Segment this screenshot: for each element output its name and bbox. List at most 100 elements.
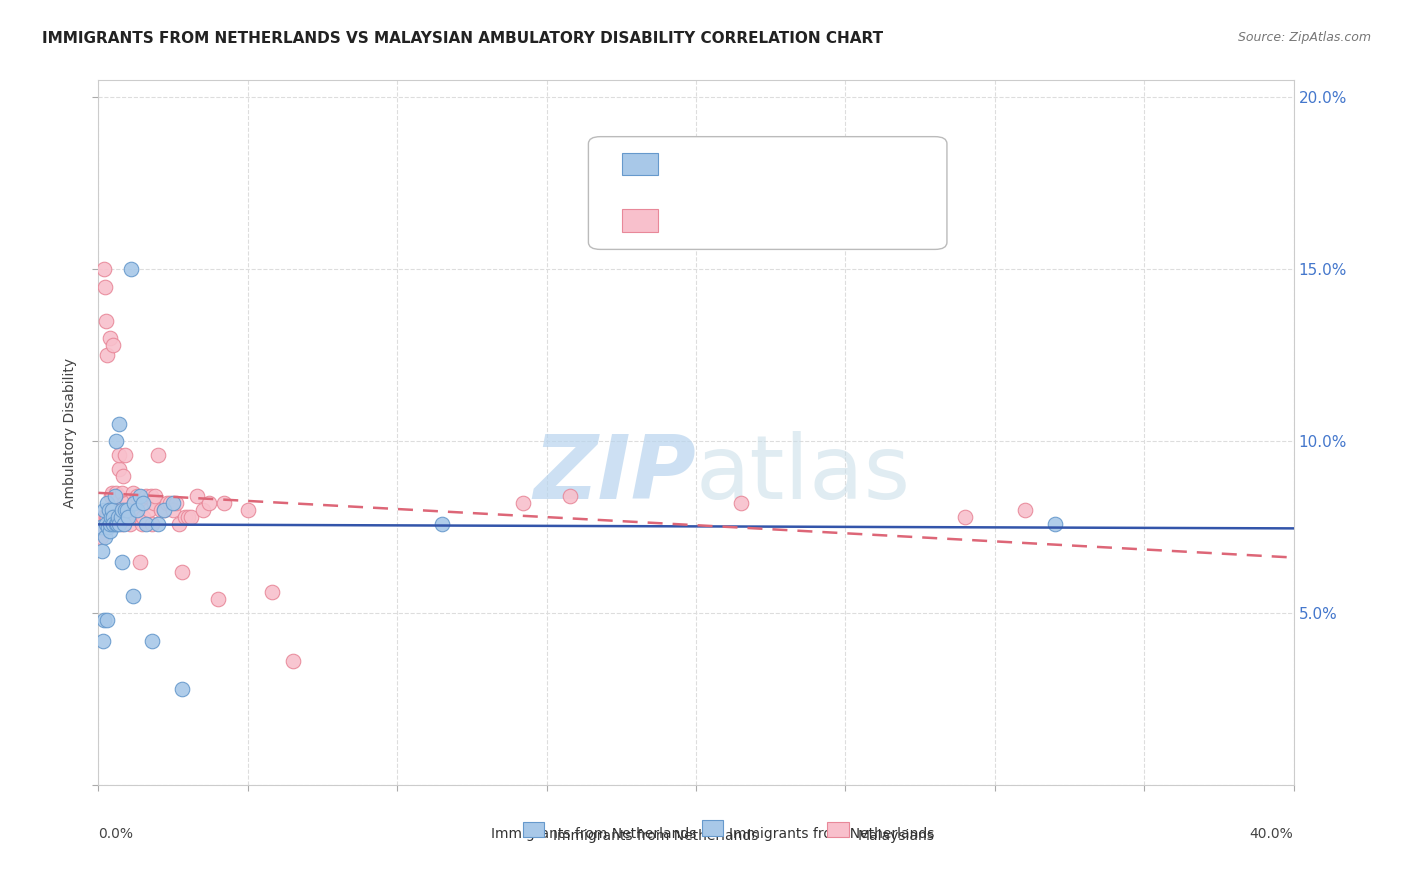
- Point: [142, 496, 165, 510]
- Point: [153, 503, 176, 517]
- Point: [198, 496, 221, 510]
- Point: [281, 654, 304, 668]
- Point: [93, 262, 115, 277]
- Point: [141, 516, 163, 531]
- Point: [98, 516, 122, 531]
- Point: [134, 496, 156, 510]
- Point: [91, 544, 114, 558]
- Point: [167, 516, 190, 531]
- Point: [120, 503, 142, 517]
- Point: [156, 496, 179, 510]
- Point: [103, 516, 125, 531]
- Point: [104, 489, 127, 503]
- Text: Source: ZipAtlas.com: Source: ZipAtlas.com: [1237, 31, 1371, 45]
- Text: N = 79: N = 79: [849, 211, 908, 229]
- Point: [110, 509, 132, 524]
- Point: [153, 503, 176, 517]
- Point: [115, 503, 138, 517]
- Point: [96, 348, 118, 362]
- Point: [107, 516, 129, 531]
- Text: N = 45: N = 45: [849, 155, 908, 173]
- Point: [97, 520, 120, 534]
- FancyBboxPatch shape: [589, 136, 948, 250]
- Point: [101, 503, 124, 517]
- Point: [93, 509, 115, 524]
- Point: [94, 531, 117, 545]
- Point: [104, 516, 127, 531]
- Point: [560, 489, 582, 503]
- Point: [94, 279, 117, 293]
- Bar: [523, 822, 544, 837]
- Point: [91, 633, 114, 648]
- Point: [110, 503, 132, 517]
- Y-axis label: Ambulatory Disability: Ambulatory Disability: [63, 358, 77, 508]
- Point: [111, 468, 134, 483]
- Point: [207, 592, 229, 607]
- Point: [124, 496, 146, 510]
- Point: [162, 496, 184, 510]
- Point: [180, 509, 202, 524]
- Point: [177, 509, 200, 524]
- Text: Immigrants from Netherlands: Immigrants from Netherlands: [553, 829, 758, 843]
- Point: [114, 509, 136, 524]
- Point: [172, 681, 194, 696]
- Point: [165, 496, 187, 510]
- Point: [132, 496, 155, 510]
- Point: [108, 509, 131, 524]
- Point: [236, 503, 259, 517]
- Point: [111, 485, 134, 500]
- Point: [112, 496, 135, 510]
- Point: [159, 496, 181, 510]
- Point: [115, 496, 138, 510]
- Point: [212, 496, 235, 510]
- Text: ZIP: ZIP: [533, 432, 696, 518]
- Point: [129, 489, 152, 503]
- Text: atlas: atlas: [696, 432, 911, 518]
- Point: [114, 448, 136, 462]
- Text: 40.0%: 40.0%: [1250, 827, 1294, 841]
- Point: [131, 516, 153, 531]
- Bar: [621, 153, 658, 176]
- Text: R =  0.071: R = 0.071: [672, 211, 772, 229]
- Point: [107, 509, 129, 524]
- Point: [121, 485, 143, 500]
- Point: [172, 565, 194, 579]
- Point: [107, 489, 129, 503]
- Point: [104, 496, 127, 510]
- Point: [129, 555, 152, 569]
- Text: Immigrants from Netherlands: Immigrants from Netherlands: [491, 827, 696, 841]
- Point: [953, 509, 976, 524]
- Point: [118, 516, 141, 531]
- Point: [121, 589, 143, 603]
- Point: [148, 516, 170, 531]
- Point: [128, 503, 150, 517]
- Text: Immigrants from Netherlands: Immigrants from Netherlands: [730, 827, 935, 841]
- Point: [117, 509, 139, 524]
- Point: [135, 516, 157, 531]
- Point: [141, 633, 163, 648]
- Point: [96, 613, 118, 627]
- Point: [111, 503, 134, 517]
- Bar: [702, 821, 724, 836]
- Point: [105, 434, 128, 449]
- Point: [111, 516, 134, 531]
- Point: [150, 503, 173, 517]
- Point: [162, 503, 184, 517]
- Point: [97, 516, 120, 531]
- Text: 0.0%: 0.0%: [98, 827, 134, 841]
- Point: [124, 496, 146, 510]
- Point: [101, 485, 124, 500]
- Point: [101, 338, 124, 352]
- Point: [139, 489, 162, 503]
- Point: [105, 496, 128, 510]
- Point: [96, 509, 118, 524]
- Point: [94, 314, 117, 328]
- Point: [138, 503, 160, 517]
- Point: [114, 503, 136, 517]
- Point: [94, 509, 117, 524]
- Point: [100, 509, 122, 524]
- Point: [112, 516, 135, 531]
- Point: [132, 509, 155, 524]
- Point: [100, 489, 122, 503]
- Point: [111, 555, 134, 569]
